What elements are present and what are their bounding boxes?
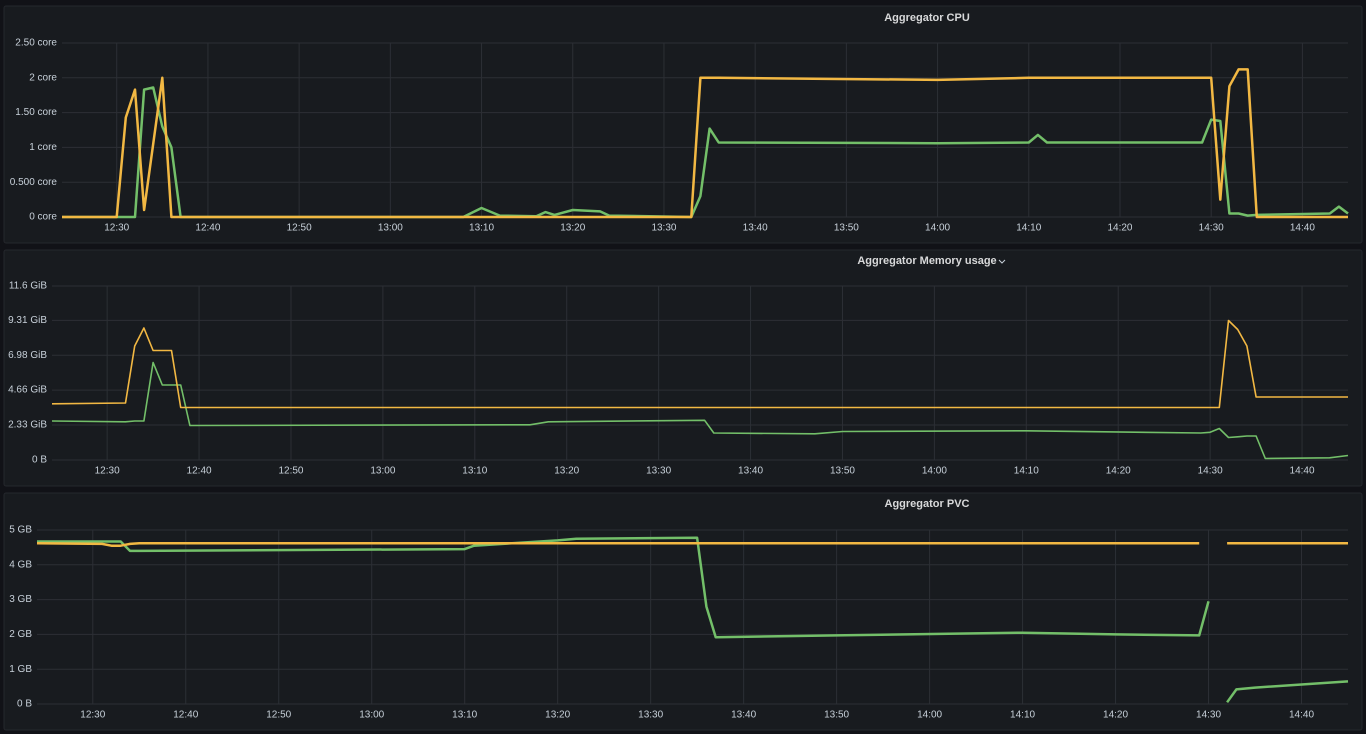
- y-tick-label: 2 GB: [9, 629, 32, 640]
- chart-title: Aggregator Memory usage: [857, 255, 996, 267]
- x-tick-label: 13:10: [462, 466, 487, 477]
- y-tick-label: 0.500 core: [10, 177, 58, 188]
- panel: [3, 249, 1363, 487]
- x-tick-label: 13:50: [824, 710, 849, 721]
- x-tick-label: 13:40: [743, 223, 768, 234]
- panel: [3, 492, 1363, 731]
- x-tick-label: 14:10: [1014, 466, 1039, 477]
- y-tick-label: 0 B: [32, 455, 47, 466]
- chart-title: Aggregator CPU: [884, 12, 970, 24]
- y-tick-label: 4 GB: [9, 559, 32, 570]
- series-line: [62, 86, 1349, 219]
- x-tick-label: 14:30: [1198, 466, 1223, 477]
- y-tick-label: 6.98 GiB: [8, 350, 47, 361]
- x-tick-label: 12:50: [278, 466, 303, 477]
- y-tick-label: 1.50 core: [15, 107, 57, 118]
- x-tick-label: 14:30: [1199, 223, 1224, 234]
- x-tick-label: 14:00: [925, 223, 950, 234]
- x-tick-label: 12:50: [266, 710, 291, 721]
- x-tick-label: 12:30: [80, 710, 105, 721]
- x-tick-label: 13:00: [378, 223, 403, 234]
- y-tick-label: 11.6 GiB: [9, 281, 47, 292]
- x-tick-label: 14:40: [1290, 223, 1315, 234]
- y-tick-label: 9.31 GiB: [8, 315, 47, 326]
- y-tick-label: 1 core: [29, 142, 57, 153]
- x-tick-label: 13:20: [560, 223, 585, 234]
- x-tick-label: 14:10: [1010, 710, 1035, 721]
- x-tick-label: 14:20: [1106, 466, 1131, 477]
- x-tick-label: 14:40: [1290, 466, 1315, 477]
- x-tick-label: 14:10: [1016, 223, 1041, 234]
- x-tick-label: 12:30: [104, 223, 129, 234]
- y-tick-label: 5 GB: [9, 525, 32, 536]
- x-tick-label: 14:20: [1107, 223, 1132, 234]
- series-line: [37, 536, 1349, 704]
- x-tick-label: 14:00: [922, 466, 947, 477]
- x-tick-label: 13:30: [646, 466, 671, 477]
- x-tick-label: 12:40: [173, 710, 198, 721]
- y-tick-label: 1 GB: [9, 664, 32, 675]
- x-tick-label: 12:30: [95, 466, 120, 477]
- x-tick-label: 13:00: [359, 710, 384, 721]
- y-tick-label: 0 B: [17, 699, 32, 710]
- x-tick-label: 13:10: [469, 223, 494, 234]
- series-line: [51, 361, 1349, 460]
- y-tick-label: 3 GB: [9, 594, 32, 605]
- chevron-icon[interactable]: [998, 259, 1006, 264]
- x-tick-label: 13:50: [830, 466, 855, 477]
- x-tick-label: 13:40: [731, 710, 756, 721]
- x-tick-label: 12:40: [195, 223, 220, 234]
- x-tick-label: 14:20: [1103, 710, 1128, 721]
- x-tick-label: 13:30: [638, 710, 663, 721]
- x-tick-label: 13:40: [738, 466, 763, 477]
- y-tick-label: 4.66 GiB: [8, 385, 47, 396]
- x-tick-label: 13:20: [545, 710, 570, 721]
- x-tick-label: 13:20: [554, 466, 579, 477]
- x-tick-label: 13:00: [370, 466, 395, 477]
- series-line: [62, 68, 1348, 219]
- x-tick-label: 12:40: [187, 466, 212, 477]
- panel: [3, 5, 1363, 244]
- y-tick-label: 0 core: [29, 212, 57, 223]
- x-tick-label: 14:30: [1196, 710, 1221, 721]
- chart-title: Aggregator PVC: [885, 498, 970, 510]
- x-tick-label: 14:00: [917, 710, 942, 721]
- x-tick-label: 13:30: [651, 223, 676, 234]
- x-tick-label: 12:50: [287, 223, 312, 234]
- y-tick-label: 2 core: [29, 72, 57, 83]
- x-tick-label: 13:10: [452, 710, 477, 721]
- series-line: [51, 319, 1348, 409]
- y-tick-label: 2.50 core: [15, 38, 57, 49]
- x-tick-label: 14:40: [1289, 710, 1314, 721]
- x-tick-label: 13:50: [834, 223, 859, 234]
- y-tick-label: 2.33 GiB: [8, 420, 47, 431]
- series-line: [36, 541, 1348, 547]
